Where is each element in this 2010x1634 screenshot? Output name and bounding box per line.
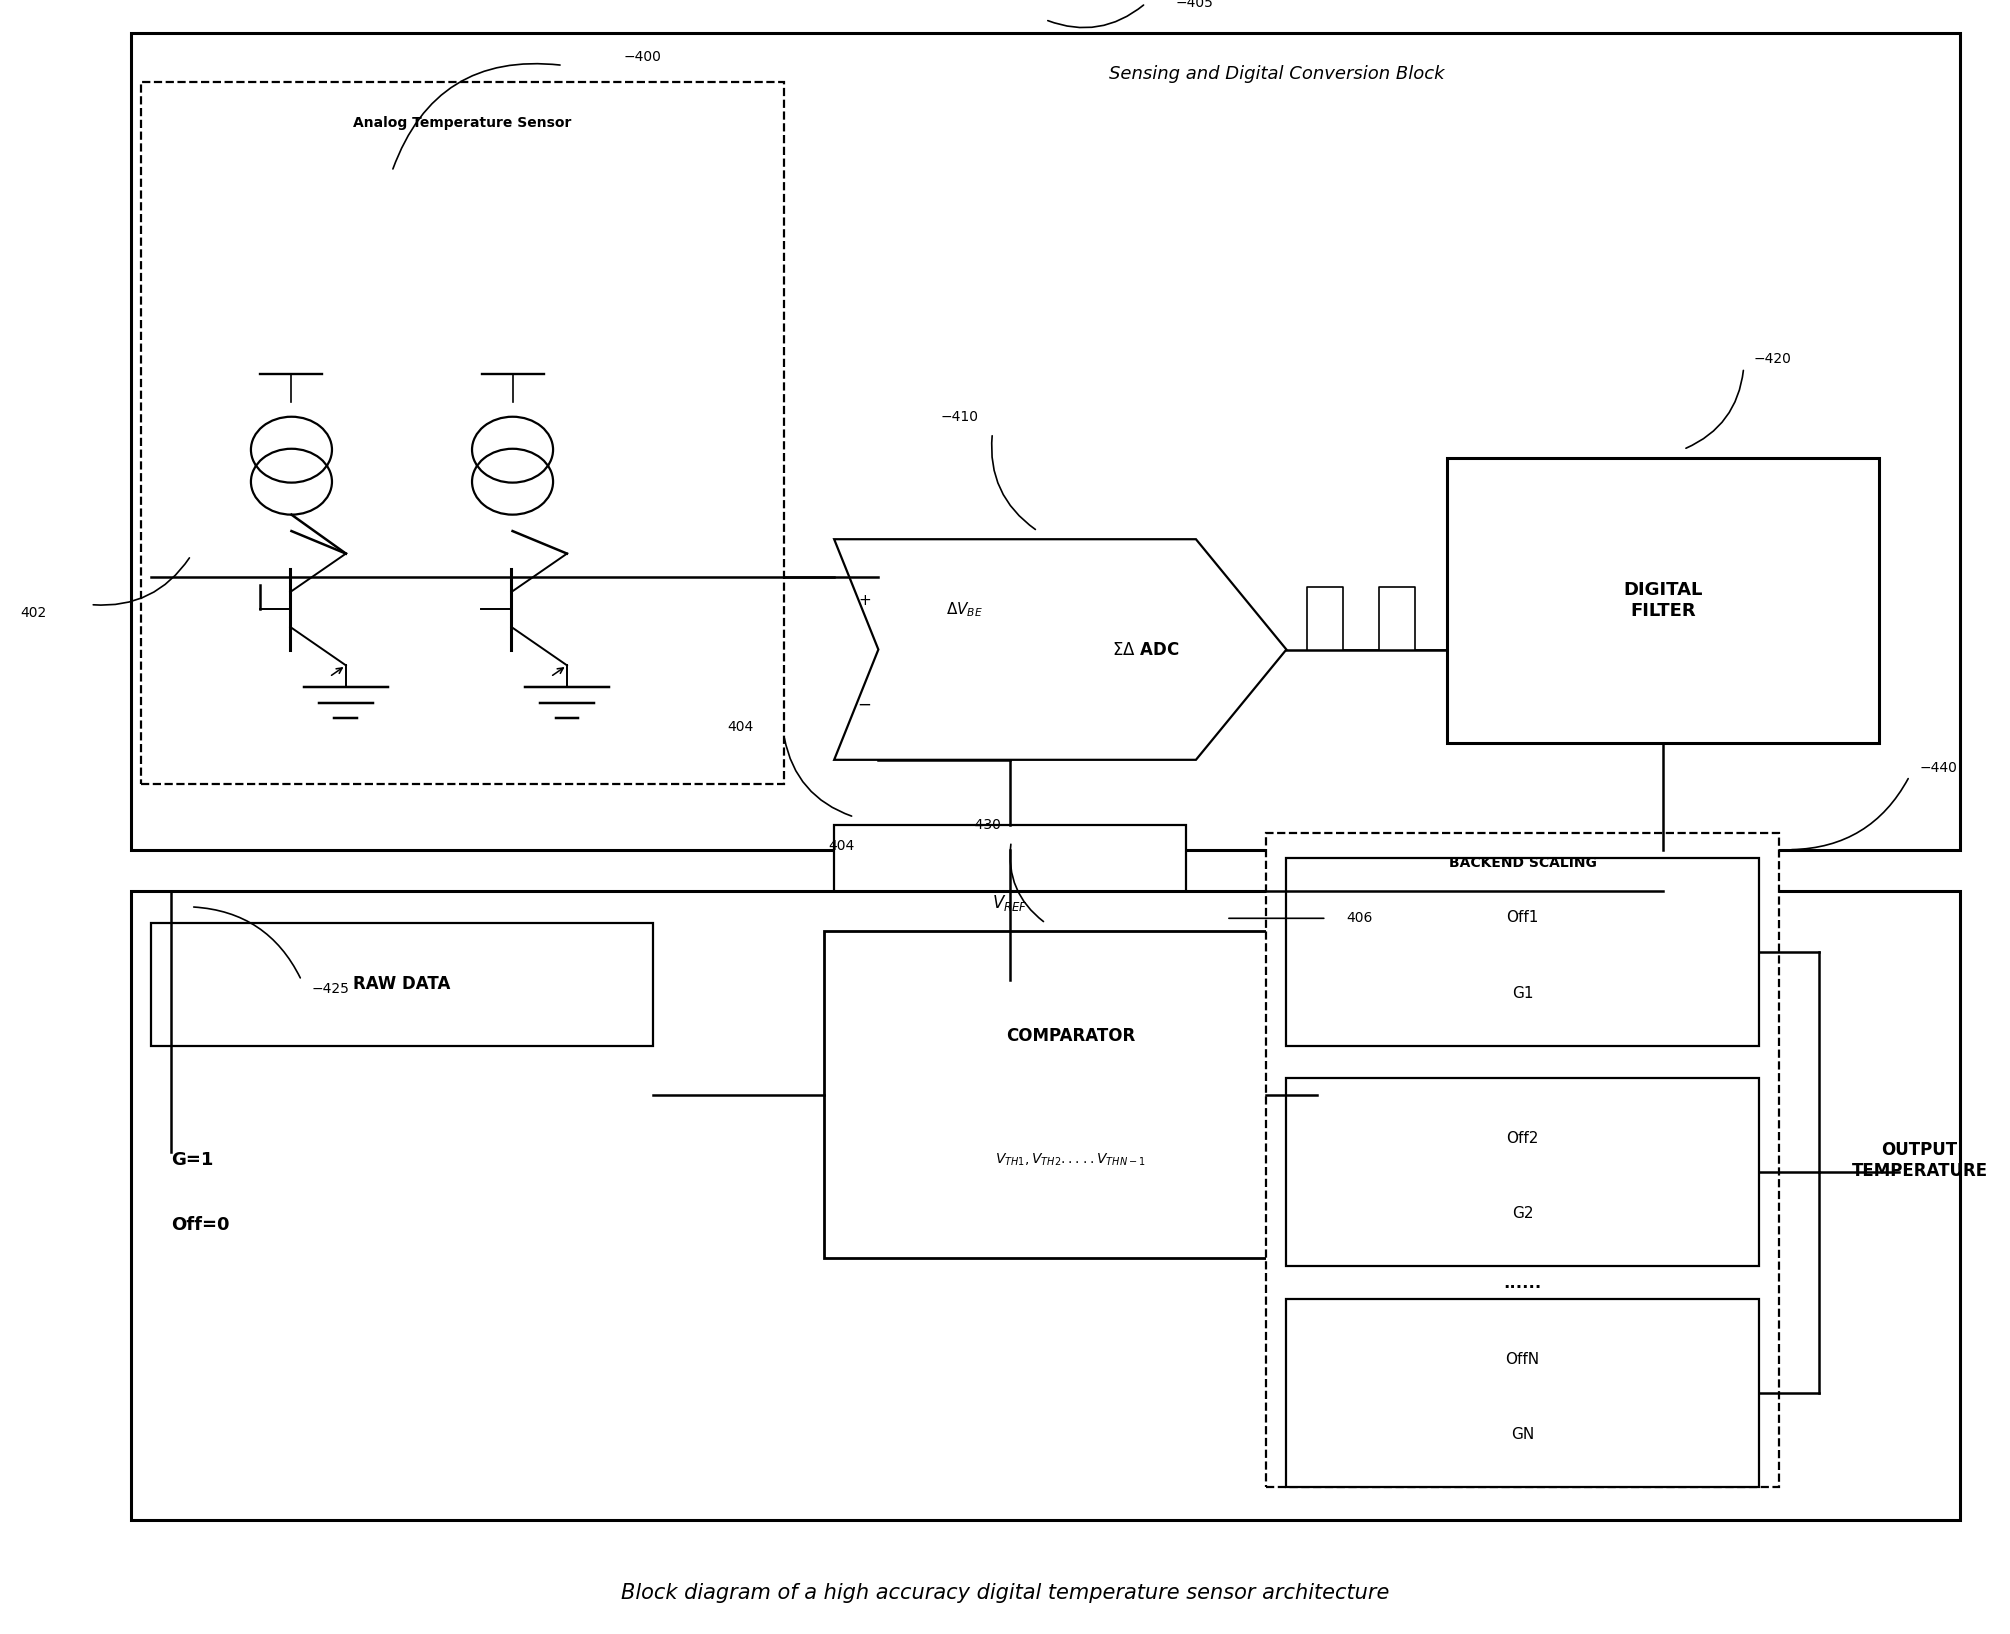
Text: +: + [858, 593, 870, 608]
Bar [131, 891, 1960, 1520]
Text: COMPARATOR: COMPARATOR [1005, 1026, 1136, 1046]
Text: OffN: OffN [1505, 1351, 1540, 1366]
Bar [1286, 1078, 1759, 1266]
Bar [131, 33, 1960, 850]
Text: −430: −430 [963, 819, 1001, 832]
Bar [824, 931, 1317, 1258]
Text: −: − [858, 696, 870, 714]
Text: $\Sigma\Delta$ ADC: $\Sigma\Delta$ ADC [1112, 641, 1180, 659]
Text: Block diagram of a high accuracy digital temperature sensor architecture: Block diagram of a high accuracy digital… [621, 1583, 1389, 1603]
Bar [1286, 1299, 1759, 1487]
Text: RAW DATA: RAW DATA [354, 975, 450, 993]
Text: Off2: Off2 [1505, 1131, 1540, 1145]
Bar [1286, 858, 1759, 1046]
Text: 402: 402 [20, 606, 46, 619]
Text: −420: −420 [1755, 353, 1791, 366]
Text: G1: G1 [1512, 985, 1534, 1000]
Text: Sensing and Digital Conversion Block: Sensing and Digital Conversion Block [1110, 64, 1443, 83]
Text: G=1: G=1 [171, 1150, 213, 1170]
Text: −405: −405 [1176, 0, 1214, 10]
Text: $V_{TH1}, V_{TH2}..... V_{THN-1}$: $V_{TH1}, V_{TH2}..... V_{THN-1}$ [995, 1152, 1146, 1168]
Bar [1447, 458, 1879, 743]
Text: DIGITAL
FILTER: DIGITAL FILTER [1624, 582, 1702, 619]
Text: −410: −410 [941, 410, 979, 423]
Text: ......: ...... [1503, 1273, 1542, 1292]
Bar [1266, 833, 1779, 1487]
Text: Off=0: Off=0 [171, 1216, 229, 1235]
Text: BACKEND SCALING: BACKEND SCALING [1449, 856, 1596, 869]
Text: Analog Temperature Sensor: Analog Temperature Sensor [354, 116, 571, 129]
Bar [141, 82, 784, 784]
Text: G2: G2 [1512, 1206, 1534, 1221]
Text: $V_{REF}$: $V_{REF}$ [993, 892, 1027, 913]
Polygon shape [834, 539, 1286, 760]
Bar [834, 825, 1186, 980]
Text: Off1: Off1 [1505, 910, 1540, 925]
Text: −440: −440 [1920, 761, 1958, 775]
Text: 404: 404 [728, 721, 754, 734]
Bar [151, 923, 653, 1046]
Text: 406: 406 [1347, 912, 1373, 925]
Text: $\Delta V_{BE}$: $\Delta V_{BE}$ [947, 600, 983, 619]
Text: −425: −425 [312, 982, 350, 995]
Text: GN: GN [1512, 1426, 1534, 1441]
Text: −400: −400 [623, 51, 661, 64]
Text: OUTPUT
TEMPERATURE: OUTPUT TEMPERATURE [1851, 1141, 1988, 1180]
Text: 404: 404 [828, 838, 854, 853]
